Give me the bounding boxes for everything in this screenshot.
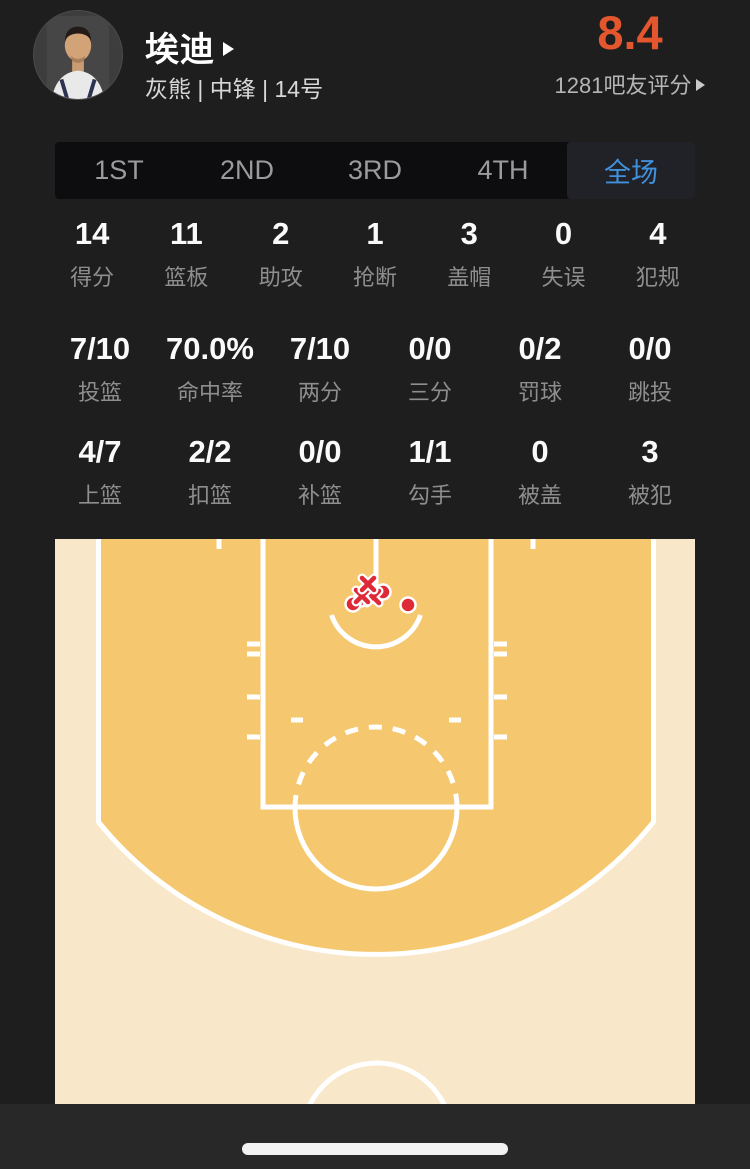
stat-value: 4 — [649, 216, 667, 251]
court-svg — [55, 539, 695, 1169]
stat-value: 0/2 — [518, 331, 562, 366]
stat-cell: 3 盖帽 — [422, 216, 516, 292]
shot-chart-court — [55, 539, 695, 1169]
votes-caret-icon — [696, 78, 706, 91]
stat-label: 投篮 — [77, 380, 122, 405]
stat-value: 0 — [554, 216, 573, 251]
tab-1st[interactable]: 1ST — [55, 142, 183, 199]
stat-value: 0/0 — [298, 434, 342, 469]
stat-value: 11 — [170, 216, 203, 251]
free-throw-circle-solid — [292, 807, 460, 892]
rating-votes-link[interactable]: 1281吧友评分 — [540, 68, 720, 100]
stat-value: 0/0 — [408, 331, 452, 366]
stat-cell: 0/2 罚球 — [485, 331, 595, 407]
stat-row-shooting: 7/10 投篮 70.0% 命中率 7/10 两分 0/0 三分 0/2 罚球 0/0 跳投 — [45, 331, 705, 407]
tab-label: 全场 — [604, 158, 658, 188]
stat-cell: 2 助攻 — [234, 216, 328, 292]
stat-label: 上篮 — [77, 483, 122, 508]
stat-cell: 4 犯规 — [611, 216, 705, 292]
made-shot-marker — [399, 596, 417, 614]
stat-cell: 3 被犯 — [595, 434, 705, 510]
stat-cell: 4/7 上篮 — [45, 434, 155, 510]
stat-cell: 1/1 勾手 — [375, 434, 485, 510]
stat-label: 两分 — [297, 380, 342, 405]
stat-value: 3 — [460, 216, 478, 251]
stat-cell: 0 失误 — [516, 216, 610, 292]
stat-label: 篮板 — [164, 265, 209, 290]
stat-value: 3 — [641, 434, 659, 469]
stat-label: 失误 — [541, 265, 586, 290]
stat-label: 三分 — [407, 380, 452, 405]
stat-value: 2/2 — [188, 434, 232, 469]
stat-cell: 1 抢断 — [328, 216, 422, 292]
stat-value: 70.0% — [166, 331, 254, 366]
stat-cell: 0/0 三分 — [375, 331, 485, 407]
tab-4th[interactable]: 4TH — [439, 142, 567, 199]
stat-cell: 0 被盖 — [485, 434, 595, 510]
tab-label: 3RD — [347, 155, 402, 185]
tab-label: 1ST — [94, 155, 144, 185]
stat-value: 0/0 — [628, 331, 672, 366]
stat-cell: 11 篮板 — [139, 216, 233, 292]
stat-value: 7/10 — [289, 331, 351, 366]
stat-label: 补篮 — [297, 483, 342, 508]
player-avatar[interactable] — [33, 10, 123, 100]
stat-value: 1 — [366, 216, 384, 251]
stat-label: 被犯 — [627, 483, 672, 508]
lane-lines — [260, 539, 494, 810]
stat-cell: 14 得分 — [45, 216, 139, 292]
player-name-row[interactable]: 埃迪 — [145, 22, 234, 71]
bottom-bar — [0, 1104, 750, 1169]
stat-value: 4/7 — [78, 434, 122, 469]
stat-label: 跳投 — [627, 380, 672, 405]
stat-value: 1/1 — [408, 434, 452, 469]
restricted-area-arc — [329, 614, 423, 650]
tab-3rd[interactable]: 3RD — [311, 142, 439, 199]
tab-full-game[interactable]: 全场 — [567, 142, 695, 199]
stat-cell: 7/10 投篮 — [45, 331, 155, 407]
stat-label: 助攻 — [258, 265, 303, 290]
stat-label: 盖帽 — [447, 265, 492, 290]
stat-value: 0 — [531, 434, 549, 469]
lane-hash-marks — [247, 641, 507, 740]
stat-label: 扣篮 — [187, 483, 232, 508]
stat-value: 7/10 — [69, 331, 131, 366]
tab-label: 4TH — [477, 155, 529, 185]
quarter-tab-bar: 1ST 2ND 3RD 4TH 全场 — [55, 142, 695, 199]
three-point-line — [96, 539, 656, 957]
stat-label: 命中率 — [176, 380, 243, 405]
stat-label: 罚球 — [517, 380, 562, 405]
tab-label: 2ND — [219, 155, 274, 185]
tab-2nd[interactable]: 2ND — [183, 142, 311, 199]
stat-label: 抢断 — [352, 265, 397, 290]
stat-cell: 7/10 两分 — [265, 331, 375, 407]
stat-label: 被盖 — [517, 483, 562, 508]
court-inner-floor — [98, 539, 654, 955]
player-photo — [34, 11, 122, 99]
expand-caret-icon — [223, 41, 234, 56]
stat-label: 犯规 — [635, 265, 680, 290]
player-name: 埃迪 — [145, 31, 215, 69]
rating-votes-label: 1281吧友评分 — [554, 73, 692, 99]
stat-cell: 70.0% 命中率 — [155, 331, 265, 407]
stat-value: 14 — [74, 216, 110, 251]
rating-block: 8.4 1281吧友评分 — [540, 8, 720, 100]
stat-cell: 0/0 补篮 — [265, 434, 375, 510]
stat-value: 2 — [272, 216, 290, 251]
stat-cell: 2/2 扣篮 — [155, 434, 265, 510]
shot-markers — [344, 573, 417, 614]
rating-value: 8.4 — [597, 6, 663, 59]
stat-label: 得分 — [70, 265, 115, 290]
player-team-info: 灰熊 | 中锋 | 14号 — [145, 76, 324, 102]
missed-shot-marker — [359, 575, 377, 593]
stat-row-basic: 14 得分 11 篮板 2 助攻 1 抢断 3 盖帽 0 失误 4 犯规 — [45, 216, 705, 292]
stat-row-shot-types: 4/7 上篮 2/2 扣篮 0/0 补篮 1/1 勾手 0 被盖 3 被犯 — [45, 434, 705, 510]
home-indicator[interactable] — [242, 1143, 508, 1155]
free-throw-circle-dashed — [292, 724, 460, 809]
stat-cell: 0/0 跳投 — [595, 331, 705, 407]
stat-label: 勾手 — [407, 483, 452, 508]
